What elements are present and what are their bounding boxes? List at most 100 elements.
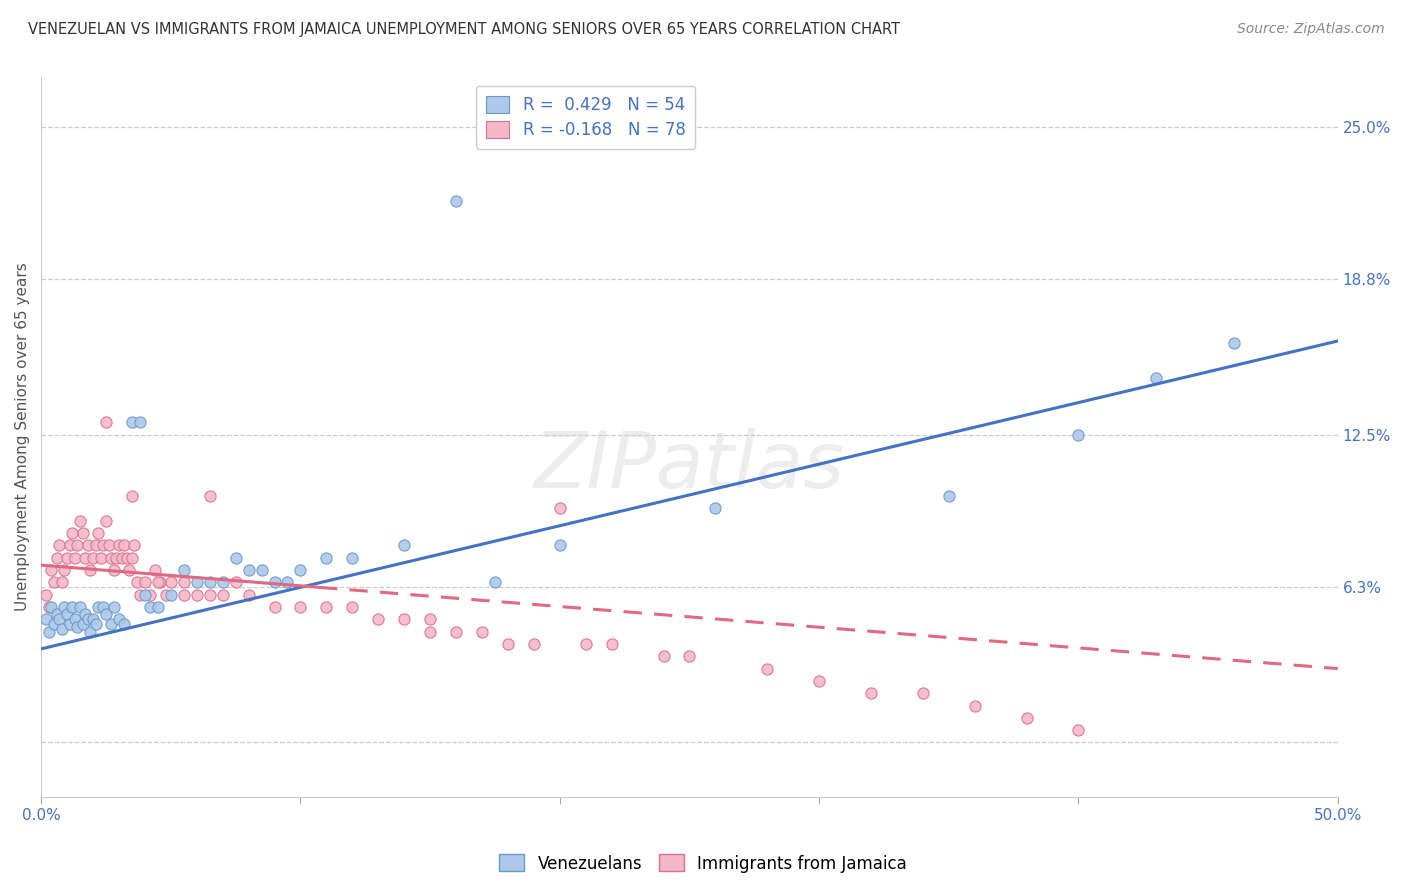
Point xyxy=(198,575,221,590)
Point xyxy=(60,526,83,541)
Point xyxy=(225,575,247,590)
Point xyxy=(173,575,195,590)
Point xyxy=(392,612,415,626)
Point xyxy=(35,588,58,602)
Point xyxy=(45,550,67,565)
Point xyxy=(496,637,519,651)
Point xyxy=(53,563,76,577)
Point xyxy=(211,588,233,602)
Point xyxy=(121,415,143,429)
Point xyxy=(315,550,337,565)
Point xyxy=(484,575,506,590)
Point xyxy=(1144,371,1167,385)
Point xyxy=(90,550,112,565)
Point xyxy=(238,588,260,602)
Point xyxy=(41,563,63,577)
Point xyxy=(471,624,494,639)
Point xyxy=(198,588,221,602)
Point xyxy=(134,575,156,590)
Point xyxy=(75,607,97,622)
Point xyxy=(93,600,115,615)
Y-axis label: Unemployment Among Seniors over 65 years: Unemployment Among Seniors over 65 years xyxy=(15,262,30,611)
Point xyxy=(59,617,82,632)
Point xyxy=(963,698,986,713)
Point xyxy=(125,575,148,590)
Point xyxy=(69,600,91,615)
Point xyxy=(276,575,298,590)
Point xyxy=(42,575,65,590)
Point xyxy=(56,550,79,565)
Point xyxy=(290,600,312,615)
Point xyxy=(105,550,128,565)
Point xyxy=(859,686,882,700)
Point xyxy=(110,550,132,565)
Point xyxy=(808,673,831,688)
Point xyxy=(548,501,571,516)
Point xyxy=(198,489,221,503)
Point xyxy=(51,622,73,636)
Point xyxy=(84,538,107,552)
Point xyxy=(103,600,125,615)
Point xyxy=(72,617,94,632)
Legend: R =  0.429   N = 54, R = -0.168   N = 78: R = 0.429 N = 54, R = -0.168 N = 78 xyxy=(477,86,696,149)
Point xyxy=(76,538,98,552)
Point xyxy=(76,612,98,626)
Point xyxy=(938,489,960,503)
Point xyxy=(1067,723,1090,738)
Point xyxy=(173,563,195,577)
Point xyxy=(108,538,131,552)
Point xyxy=(100,617,122,632)
Point xyxy=(523,637,546,651)
Point xyxy=(225,550,247,565)
Text: VENEZUELAN VS IMMIGRANTS FROM JAMAICA UNEMPLOYMENT AMONG SENIORS OVER 65 YEARS C: VENEZUELAN VS IMMIGRANTS FROM JAMAICA UN… xyxy=(28,22,900,37)
Point xyxy=(108,612,131,626)
Point xyxy=(159,575,181,590)
Point xyxy=(704,501,727,516)
Point xyxy=(186,575,208,590)
Point xyxy=(84,617,107,632)
Point xyxy=(600,637,623,651)
Point xyxy=(69,514,91,528)
Point xyxy=(143,563,166,577)
Point xyxy=(263,600,285,615)
Point xyxy=(367,612,389,626)
Point xyxy=(75,550,97,565)
Point xyxy=(186,588,208,602)
Point xyxy=(79,624,101,639)
Point xyxy=(146,600,169,615)
Point xyxy=(756,662,779,676)
Point xyxy=(94,607,117,622)
Point xyxy=(392,538,415,552)
Text: ZIPatlas: ZIPatlas xyxy=(534,428,845,504)
Point xyxy=(128,588,150,602)
Point xyxy=(149,575,172,590)
Text: Source: ZipAtlas.com: Source: ZipAtlas.com xyxy=(1237,22,1385,37)
Point xyxy=(1223,336,1246,351)
Point xyxy=(155,588,177,602)
Point xyxy=(100,550,122,565)
Point xyxy=(139,600,162,615)
Point xyxy=(112,617,135,632)
Point xyxy=(56,607,79,622)
Point xyxy=(59,538,82,552)
Point xyxy=(139,588,162,602)
Point xyxy=(444,624,467,639)
Point xyxy=(103,563,125,577)
Point xyxy=(575,637,598,651)
Point xyxy=(121,489,143,503)
Point xyxy=(115,550,138,565)
Point xyxy=(911,686,934,700)
Point xyxy=(159,588,181,602)
Point xyxy=(121,550,143,565)
Point xyxy=(97,538,120,552)
Point xyxy=(146,575,169,590)
Point xyxy=(72,526,94,541)
Point xyxy=(60,600,83,615)
Point xyxy=(38,624,60,639)
Point xyxy=(444,194,467,208)
Point xyxy=(66,538,89,552)
Point xyxy=(128,415,150,429)
Point xyxy=(94,514,117,528)
Point xyxy=(82,612,104,626)
Point xyxy=(38,600,60,615)
